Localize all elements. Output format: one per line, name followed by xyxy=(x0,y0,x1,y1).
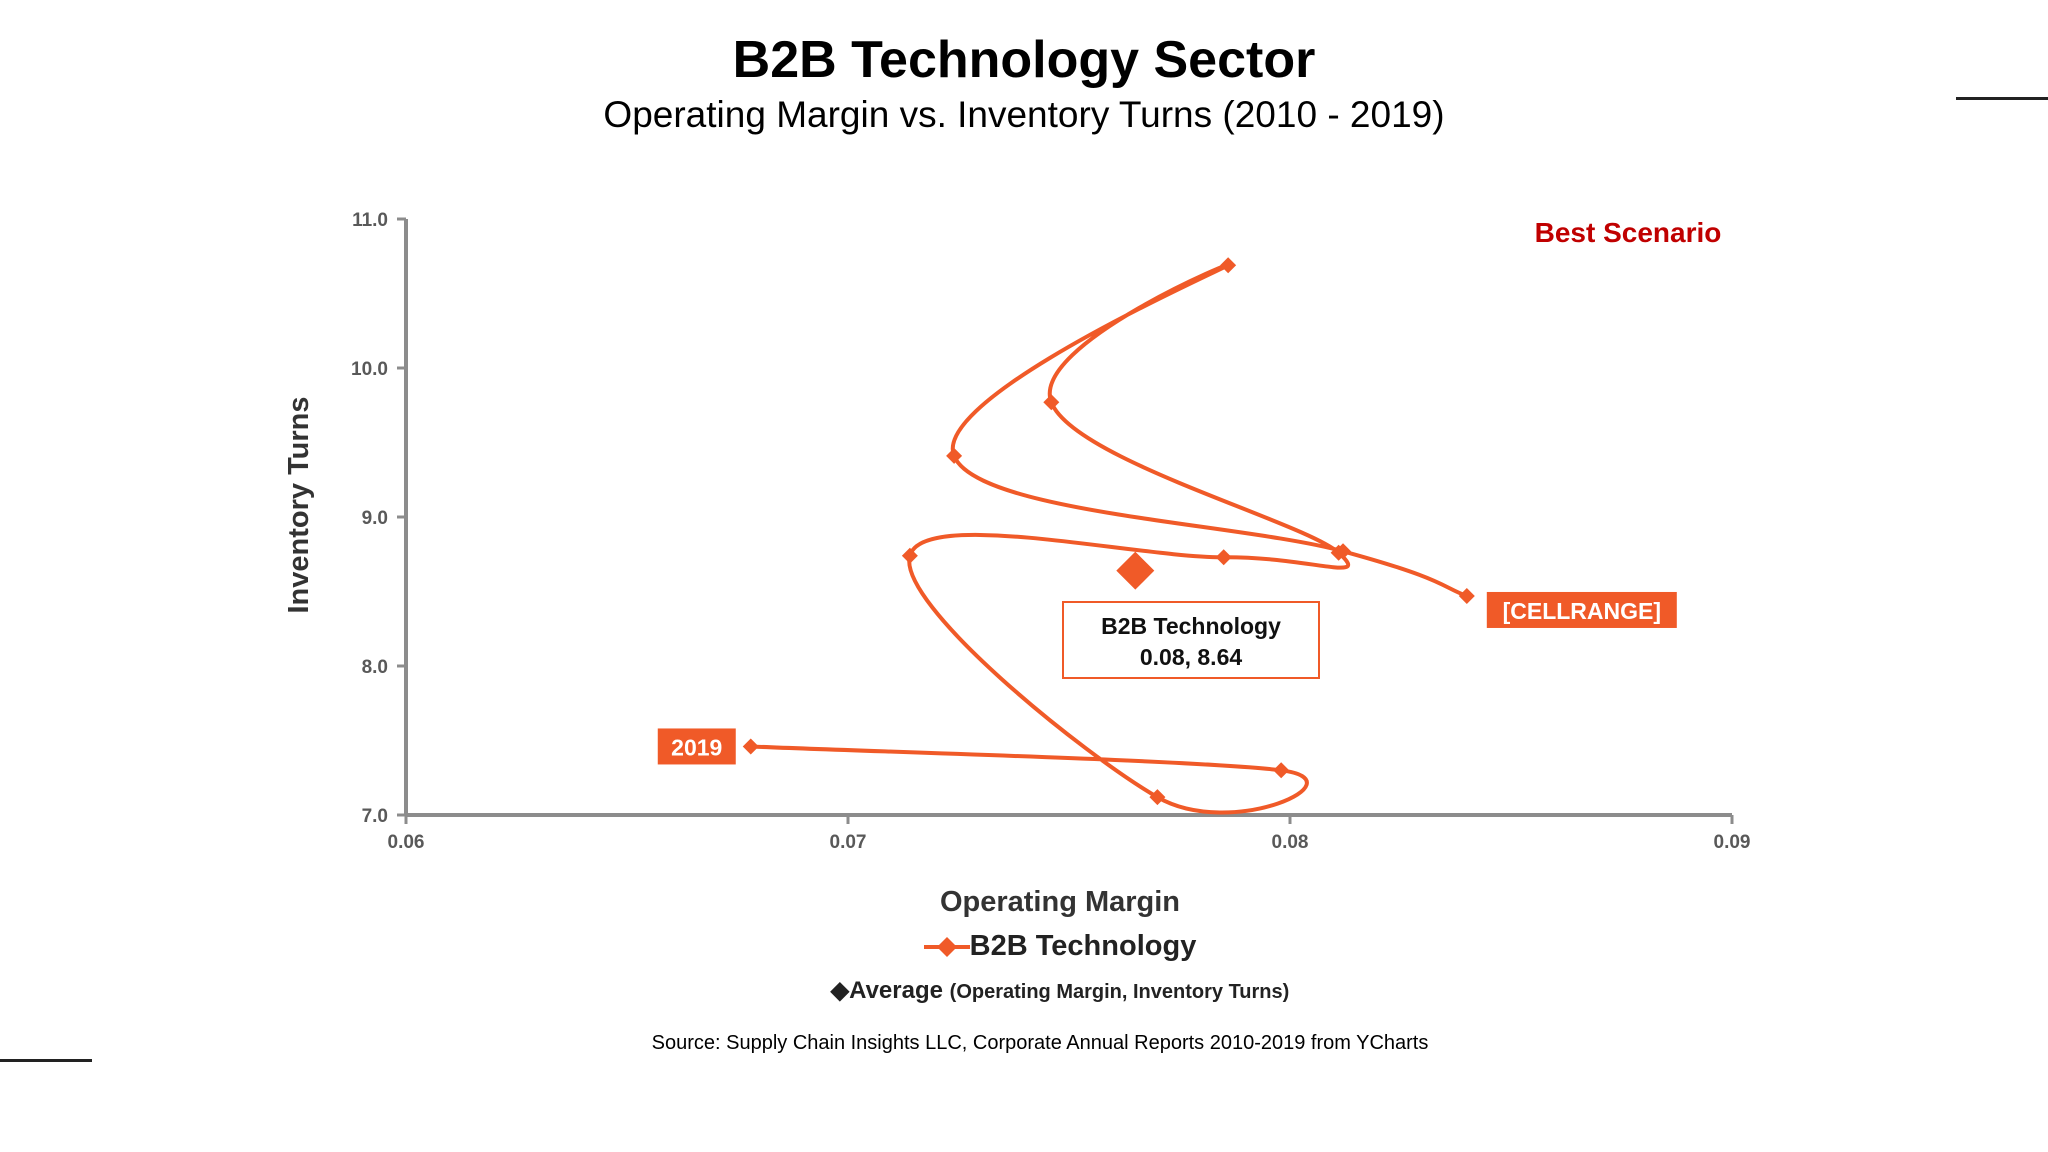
data-point xyxy=(1273,762,1290,779)
average-callout-box xyxy=(1062,601,1320,679)
legend-average: ◆Average (Operating Margin, Inventory Tu… xyxy=(0,976,2048,1005)
start-label-box xyxy=(1486,591,1677,628)
series-b2b-technology xyxy=(742,257,1475,815)
data-point xyxy=(1043,394,1060,411)
legend-series-label: B2B Technology xyxy=(969,930,1197,962)
data-point xyxy=(901,547,918,564)
x-tick-label: 0.09 xyxy=(1714,832,1751,853)
best-scenario-label: Best Scenario xyxy=(1535,217,1722,248)
x-tick-label: 0.06 xyxy=(388,832,425,853)
legend-average-diamond-icon: ◆ xyxy=(830,977,850,1004)
legend-average-detail: (Operating Margin, Inventory Turns) xyxy=(949,981,1290,1003)
y-tick-label: 10.0 xyxy=(351,359,388,380)
average-callout-line1: B2B Technology xyxy=(1101,613,1281,639)
y-axis-label: Inventory Turns xyxy=(283,397,315,614)
legend-series: B2B Technology xyxy=(0,930,2048,963)
x-axis-label: Operating Margin xyxy=(939,886,1181,918)
data-point xyxy=(946,447,963,464)
decorative-line-bottom-left xyxy=(0,1059,92,1062)
decorative-line-top-right xyxy=(1956,97,2048,100)
page-subtitle: Operating Margin vs. Inventory Turns (20… xyxy=(603,94,1445,135)
source-note: Source: Supply Chain Insights LLC, Corpo… xyxy=(651,1032,1429,1054)
y-tick-label: 7.0 xyxy=(362,806,388,827)
series-line xyxy=(750,262,1468,815)
x-tick-label: 0.08 xyxy=(1272,832,1309,853)
average-callout-line2: 0.08, 8.64 xyxy=(1140,644,1243,670)
point-labels: B2B Technology 0.08, 8.64 [CELLRANGE] 2019 xyxy=(657,591,1677,765)
legend-series-swatch-icon xyxy=(923,937,970,958)
data-point xyxy=(742,738,759,755)
data-point xyxy=(1330,544,1347,561)
y-tick-label: 8.0 xyxy=(362,657,388,678)
data-point xyxy=(1458,587,1475,604)
start-label: [CELLRANGE] xyxy=(1503,598,1661,624)
y-tick-label: 9.0 xyxy=(362,508,388,529)
average-point xyxy=(1116,551,1155,590)
chart-axes: 0.06 0.07 0.08 0.09 7.0 8.0 9.0 10.0 11.0 xyxy=(351,210,1750,853)
x-tick-label: 0.07 xyxy=(830,832,867,853)
y-tick-label: 11.0 xyxy=(352,210,388,231)
data-point xyxy=(1149,789,1166,806)
data-point xyxy=(1215,549,1232,566)
page-title: B2B Technology Sector xyxy=(732,31,1316,89)
data-point xyxy=(1220,257,1237,274)
end-label: 2019 xyxy=(671,734,722,760)
end-label-box xyxy=(657,728,736,765)
legend-average-label: Average xyxy=(849,977,943,1004)
